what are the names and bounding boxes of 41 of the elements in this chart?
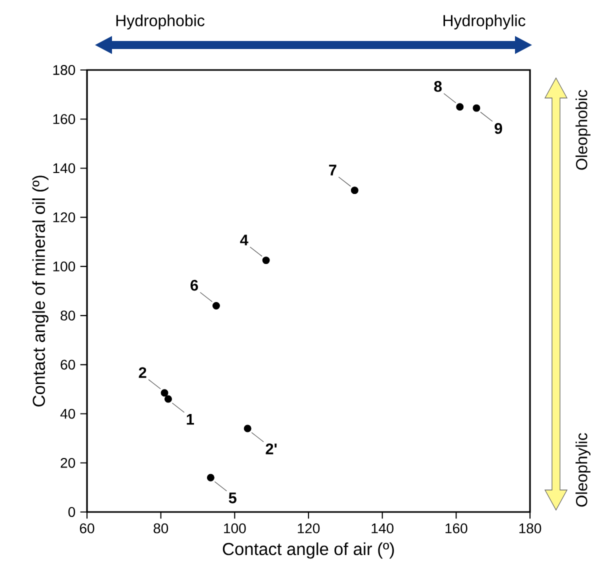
- y-tick-label: 20: [60, 458, 76, 468]
- annotation: 2': [266, 444, 277, 454]
- annotation: 7: [329, 164, 336, 176]
- point: [456, 103, 464, 111]
- text: Hydrophylic: [444, 14, 526, 30]
- x-tick-label: 180: [519, 523, 542, 534]
- text: Oleophylic: [576, 433, 590, 507]
- annotation: 8: [434, 80, 442, 92]
- y-tick-label: 80: [60, 310, 76, 321]
- y-tick-label: 40: [60, 408, 76, 419]
- x-tick-label: 160: [446, 523, 468, 534]
- annotation: 6: [190, 280, 198, 291]
- x-tick-label: 80: [154, 523, 168, 534]
- x-tick-label: 60: [80, 523, 94, 534]
- point: [212, 302, 220, 310]
- text: Hydrophobic: [116, 14, 204, 30]
- text: Oleophobic: [576, 90, 590, 170]
- annotation: 9: [494, 123, 502, 134]
- x-tick-label: 140: [372, 523, 394, 534]
- y-tick-label: 60: [60, 360, 76, 370]
- y-tick-label: 100: [53, 262, 76, 272]
- annotation: 1: [186, 414, 194, 425]
- annotation: 2: [138, 367, 146, 378]
- point: [206, 474, 214, 482]
- point: [472, 104, 480, 112]
- x-axis-title: Contact angle of air (º): [222, 542, 394, 559]
- y-tick-label: 180: [53, 65, 76, 75]
- y-axis-title: Contact angle of mineral oil (º): [32, 176, 48, 406]
- point: [164, 395, 172, 403]
- point: [160, 389, 168, 397]
- annotation: 5: [228, 492, 236, 504]
- y-tick-label: 160: [53, 114, 76, 124]
- y-tick-label: 0: [68, 507, 76, 517]
- x-tick-label: 100: [224, 523, 246, 534]
- y-tick-label: 120: [53, 212, 76, 222]
- point: [244, 424, 252, 432]
- annotation: 4: [240, 234, 248, 246]
- y-tick-label: 140: [53, 163, 76, 174]
- point: [350, 186, 358, 194]
- point: [262, 256, 270, 264]
- x-tick-label: 120: [298, 523, 320, 534]
